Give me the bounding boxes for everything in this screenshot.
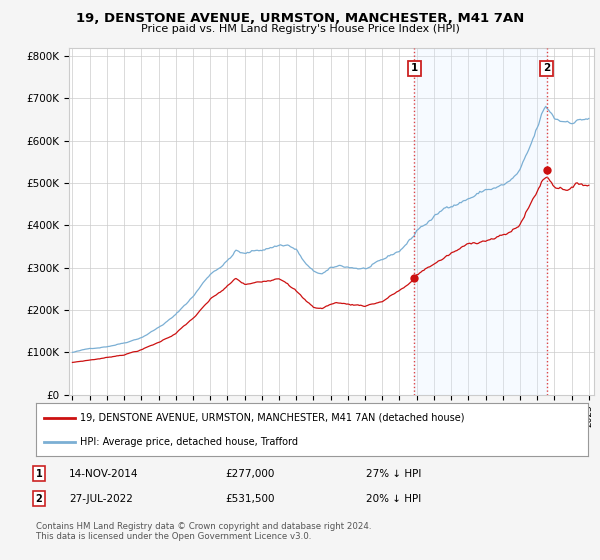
Text: £277,000: £277,000 [225,469,274,479]
Text: 1: 1 [35,469,43,479]
Text: 14-NOV-2014: 14-NOV-2014 [69,469,139,479]
Text: Contains HM Land Registry data © Crown copyright and database right 2024.
This d: Contains HM Land Registry data © Crown c… [36,522,371,542]
Text: HPI: Average price, detached house, Trafford: HPI: Average price, detached house, Traf… [80,437,298,447]
Text: 2: 2 [35,494,43,504]
Text: 27% ↓ HPI: 27% ↓ HPI [366,469,421,479]
Text: Price paid vs. HM Land Registry's House Price Index (HPI): Price paid vs. HM Land Registry's House … [140,24,460,34]
Text: 19, DENSTONE AVENUE, URMSTON, MANCHESTER, M41 7AN: 19, DENSTONE AVENUE, URMSTON, MANCHESTER… [76,12,524,25]
Text: 2: 2 [543,63,550,73]
Text: 27-JUL-2022: 27-JUL-2022 [69,494,133,504]
Bar [415,48,547,395]
Text: £531,500: £531,500 [225,494,275,504]
Text: 20% ↓ HPI: 20% ↓ HPI [366,494,421,504]
Text: 1: 1 [411,63,418,73]
Text: 19, DENSTONE AVENUE, URMSTON, MANCHESTER, M41 7AN (detached house): 19, DENSTONE AVENUE, URMSTON, MANCHESTER… [80,413,464,423]
